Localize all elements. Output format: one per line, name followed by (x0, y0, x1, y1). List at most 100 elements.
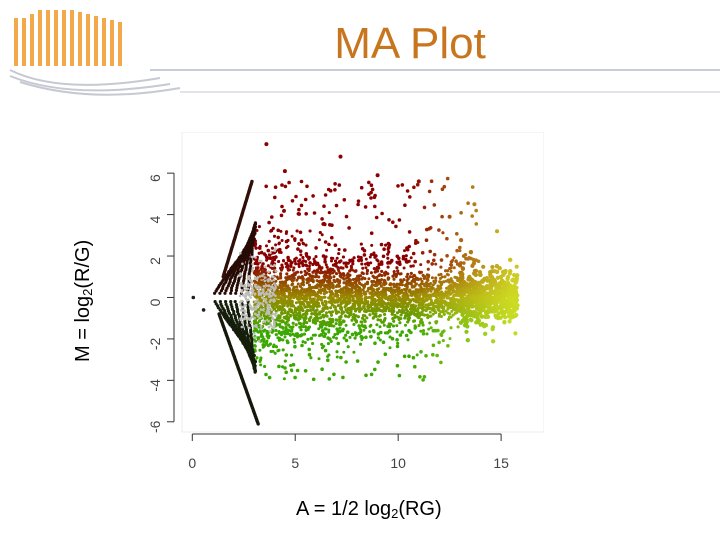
data-point (300, 293, 304, 296)
data-point (313, 333, 317, 337)
data-point (359, 330, 363, 334)
data-point (278, 319, 282, 323)
data-point (319, 316, 323, 320)
data-point (344, 292, 348, 296)
data-point (275, 275, 279, 279)
data-point (503, 302, 508, 307)
data-point (258, 246, 262, 250)
data-point (376, 303, 380, 307)
data-point (306, 337, 310, 341)
data-point (337, 297, 341, 301)
data-point (409, 271, 413, 275)
data-point (349, 310, 353, 314)
data-point (279, 276, 283, 280)
data-point (364, 266, 368, 270)
data-point (287, 287, 291, 290)
data-point (465, 338, 470, 343)
data-point (301, 242, 305, 246)
data-point (508, 290, 513, 295)
data-point (329, 306, 333, 310)
data-point (409, 311, 412, 315)
data-point (290, 234, 294, 238)
data-point (386, 301, 390, 305)
data-point (515, 303, 520, 308)
data-point (262, 329, 265, 333)
data-point (333, 305, 336, 309)
data-point (319, 283, 323, 287)
data-point (322, 292, 326, 296)
plot-area-border (181, 132, 544, 433)
data-point (354, 318, 357, 322)
data-point (290, 368, 293, 372)
data-point (350, 318, 354, 322)
data-point (431, 312, 435, 316)
data-point (283, 311, 287, 315)
data-point (362, 328, 366, 332)
data-point (461, 318, 466, 323)
data-point (452, 307, 455, 311)
data-point (378, 314, 382, 317)
data-point (410, 291, 414, 295)
data-point (376, 278, 379, 282)
data-point (284, 322, 288, 326)
data-point (262, 340, 266, 344)
data-point (445, 286, 449, 290)
data-point (300, 325, 303, 329)
data-point (342, 281, 346, 285)
data-point (437, 273, 441, 277)
data-point (451, 313, 455, 317)
data-point (467, 290, 472, 295)
data-point (456, 317, 460, 321)
data-point (395, 330, 399, 334)
data-point (380, 303, 384, 307)
data-point (308, 229, 312, 233)
data-point (437, 312, 441, 316)
data-point (283, 359, 287, 363)
data-point (420, 279, 424, 283)
data-point (451, 289, 455, 293)
data-point (296, 282, 300, 286)
data-point (275, 299, 279, 303)
data-point (294, 301, 298, 305)
data-point (501, 285, 506, 290)
data-point (325, 280, 329, 283)
data-point (425, 332, 429, 336)
data-point (335, 318, 339, 322)
data-point (415, 314, 419, 318)
data-point (273, 266, 277, 270)
data-point (273, 234, 276, 238)
data-point (451, 281, 455, 285)
data-point (485, 278, 490, 283)
data-point (299, 270, 303, 274)
data-point (305, 288, 309, 291)
data-point (280, 333, 283, 337)
data-point (286, 284, 290, 288)
data-point (478, 272, 483, 277)
data-point (348, 294, 352, 297)
data-point (445, 279, 448, 283)
data-point (380, 293, 384, 297)
data-point (334, 259, 337, 263)
data-point (277, 338, 281, 342)
data-point (372, 316, 375, 320)
data-point (404, 254, 408, 258)
data-point (373, 276, 377, 280)
data-point (490, 325, 496, 330)
data-point (295, 332, 299, 336)
data-point (383, 273, 387, 277)
data-point (268, 342, 272, 346)
data-point (343, 305, 347, 309)
data-point (335, 355, 339, 359)
data-point (329, 267, 333, 271)
data-point (336, 304, 340, 308)
data-point (327, 330, 331, 334)
data-point (441, 296, 445, 300)
data-point (365, 269, 369, 273)
y-axis-label: M = log2(R/G) (72, 239, 95, 362)
data-point (265, 244, 268, 248)
data-point (383, 292, 387, 296)
data-point (384, 243, 388, 247)
data-point (453, 311, 457, 315)
data-point (287, 316, 291, 320)
data-point (316, 296, 320, 300)
